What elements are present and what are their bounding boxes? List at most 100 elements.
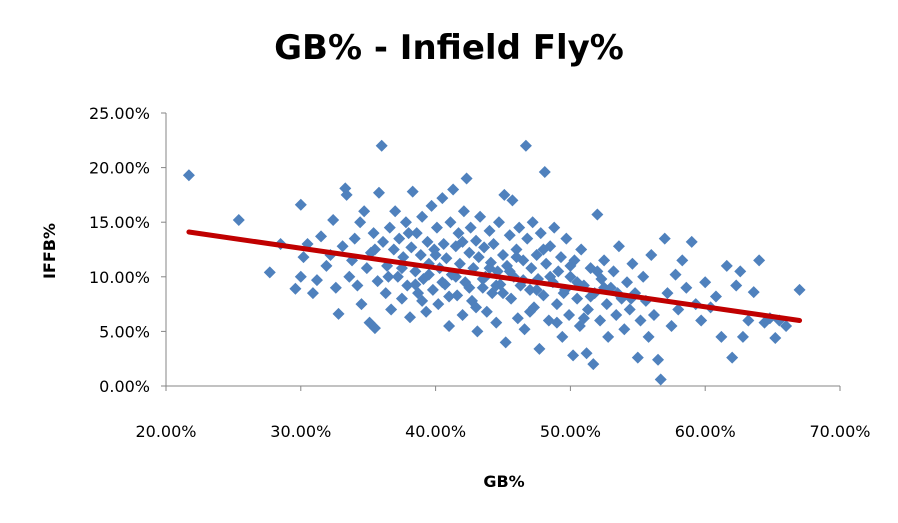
x-tick-label: 70.00% [809,422,870,441]
data-point [506,194,519,207]
data-point [456,235,469,248]
data-point [709,290,722,303]
data-point [414,248,427,261]
data-point [464,221,477,234]
data-point [368,322,381,335]
data-point [505,292,518,305]
data-point [567,349,580,362]
data-point [395,292,408,305]
data-point [513,221,526,234]
data-point [658,232,671,245]
data-point [637,270,650,283]
data-point [680,281,693,294]
data-point [327,214,340,227]
data-point [480,305,493,318]
data-point [584,290,597,303]
data-points [182,139,806,386]
data-point [618,323,631,336]
data-point [612,240,625,253]
data-point [519,139,532,152]
data-point [437,238,450,251]
data-point [602,330,615,343]
data-point [232,214,245,227]
data-point [736,330,749,343]
data-point [432,298,445,311]
data-point [399,216,412,229]
data-point [557,287,570,300]
data-point [642,330,655,343]
data-point [393,232,406,245]
data-point [457,205,470,218]
data-point [518,323,531,336]
data-point [742,314,755,327]
data-point [421,235,434,248]
data-point [436,276,449,289]
data-point [360,262,373,275]
x-axis-title: GB% [483,472,524,491]
y-tick-label: 25.00% [89,104,150,123]
data-point [336,240,349,253]
data-point [591,265,604,278]
data-point [503,229,516,242]
x-tick-label: 30.00% [270,422,331,441]
data-point [734,265,747,278]
data-point [329,281,342,294]
data-point [470,301,483,314]
y-tick-label: 5.00% [99,322,150,341]
data-point [416,210,429,223]
data-point [669,268,682,281]
data-point [410,227,423,240]
data-point [383,221,396,234]
data-point [607,265,620,278]
data-point [182,169,195,182]
data-point [451,289,464,302]
data-point [556,330,569,343]
data-point [430,221,443,234]
data-point [769,331,782,344]
data-point [645,248,658,261]
data-point [476,281,489,294]
data-point [443,290,456,303]
data-point [358,205,371,218]
data-point [497,248,509,261]
y-axis-title: IFFB% [40,223,59,279]
data-point [426,283,439,296]
data-point [490,279,503,292]
data-point [444,216,457,229]
data-point [699,276,712,289]
data-point [422,268,435,281]
data-point [440,252,453,265]
data-point [351,279,364,292]
data-point [320,259,333,272]
data-point [730,279,743,292]
data-point [452,227,465,240]
data-point [610,309,623,322]
data-point [571,292,584,305]
data-point [654,373,667,386]
x-tick-label: 20.00% [135,422,196,441]
data-point [332,307,345,320]
data-point [406,185,419,198]
data-point [720,259,733,272]
data-point [401,279,414,292]
data-point [525,262,538,275]
data-point [564,270,577,283]
data-point [405,241,418,254]
data-point [492,216,505,229]
data-point [478,241,491,254]
data-point [474,210,487,223]
data-point [537,289,550,302]
data-point [753,254,766,267]
data-point [665,319,678,332]
data-point [581,303,594,316]
y-tick-label: 20.00% [89,159,150,178]
data-point [564,259,577,272]
data-point [550,316,563,329]
data-point [594,314,607,327]
data-point [577,312,590,325]
data-point [402,227,415,240]
trendline [186,229,803,323]
data-point [521,232,534,245]
data-point [685,235,698,248]
